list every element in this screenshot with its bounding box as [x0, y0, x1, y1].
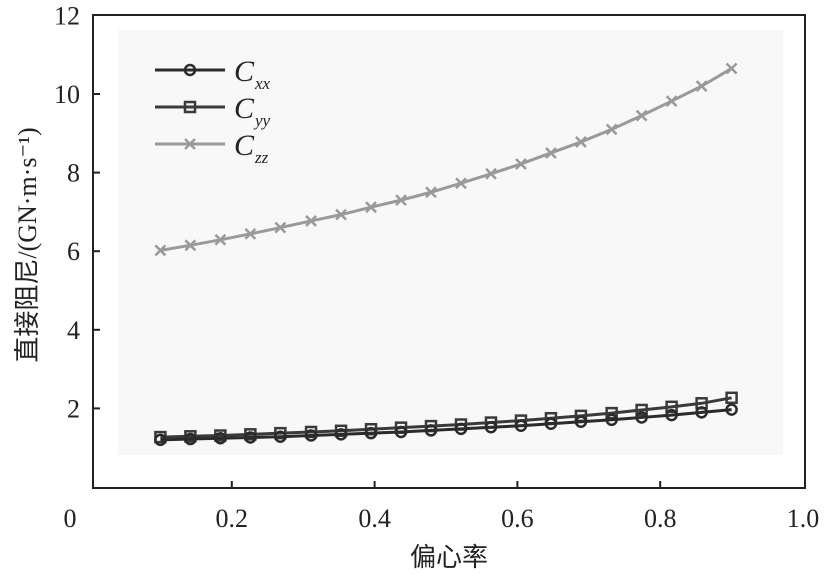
x-tick-label: 0.4 [358, 504, 391, 533]
data-point-yy [725, 391, 738, 405]
data-point-yy [605, 406, 618, 420]
legend-subscript-yy: yy [253, 111, 271, 130]
legend-marker-xx [183, 63, 197, 77]
data-point-xx [665, 408, 678, 422]
data-point-zz [695, 80, 708, 93]
legend-marker-yy [183, 100, 197, 114]
legend-subscript-xx: xx [254, 74, 271, 93]
y-tick-label: 12 [54, 1, 80, 30]
data-point-xx [304, 429, 318, 442]
y-tick-label: 10 [54, 80, 80, 109]
x-axis-label: 偏心率 [410, 543, 488, 572]
data-point-xx [695, 406, 708, 419]
data-point-xx [394, 425, 408, 439]
series-line-zz [160, 67, 733, 252]
data-point-xx [574, 415, 588, 429]
data-point-yy [665, 400, 678, 414]
legend-label-zz: C [234, 129, 255, 162]
data-point-zz [575, 136, 587, 148]
data-point-xx [274, 430, 287, 443]
data-point-xx [334, 428, 348, 441]
y-tick-label: 4 [67, 316, 80, 345]
y-tick-label: 6 [67, 237, 80, 266]
legend-label-yy: C [234, 92, 255, 125]
x-tick-label: 0.2 [216, 504, 249, 533]
data-point-zz [365, 201, 377, 214]
data-point-zz [425, 186, 437, 199]
data-point-xx [605, 413, 618, 427]
data-point-xx [244, 431, 257, 444]
data-point-yy [635, 403, 648, 417]
data-point-zz [485, 167, 497, 180]
x-tick-label: 0.6 [501, 504, 534, 533]
legend-label-xx: C [234, 55, 255, 88]
data-point-zz [214, 233, 227, 246]
data-point-xx [214, 432, 227, 445]
y-axis-label: 直接阻尼/(GN·m·s⁻¹) [13, 127, 42, 362]
data-point-zz [725, 62, 738, 75]
data-point-zz [515, 158, 527, 170]
data-point-xx [725, 403, 738, 416]
data-point-zz [335, 208, 347, 221]
data-point-zz [545, 147, 557, 159]
x-tick-label: 0 [64, 504, 77, 533]
data-point-zz [244, 228, 257, 240]
data-point-zz [605, 123, 618, 136]
data-point-zz [274, 221, 287, 234]
data-point-xx [154, 433, 167, 447]
data-point-xx [544, 417, 558, 430]
y-tick-label: 8 [67, 159, 80, 188]
data-point-xx [635, 411, 648, 424]
data-point-zz [635, 109, 648, 122]
data-point-zz [184, 239, 197, 252]
data-point-zz [154, 244, 167, 257]
x-tick-label: 1.0 [787, 504, 820, 533]
data-point-xx [424, 424, 438, 437]
data-point-zz [665, 95, 678, 107]
data-point-zz [395, 194, 407, 206]
data-point-zz [455, 177, 467, 190]
legend-subscript-zz: zz [254, 148, 269, 167]
data-point-xx [514, 419, 528, 432]
data-point-xx [454, 422, 468, 436]
legend-marker-zz [184, 138, 196, 150]
data-point-zz [305, 215, 317, 227]
data-point-xx [484, 421, 498, 434]
y-tick-label: 2 [67, 394, 80, 423]
x-tick-label: 0.8 [644, 504, 677, 533]
data-point-xx [364, 426, 378, 440]
data-point-xx [184, 432, 197, 446]
